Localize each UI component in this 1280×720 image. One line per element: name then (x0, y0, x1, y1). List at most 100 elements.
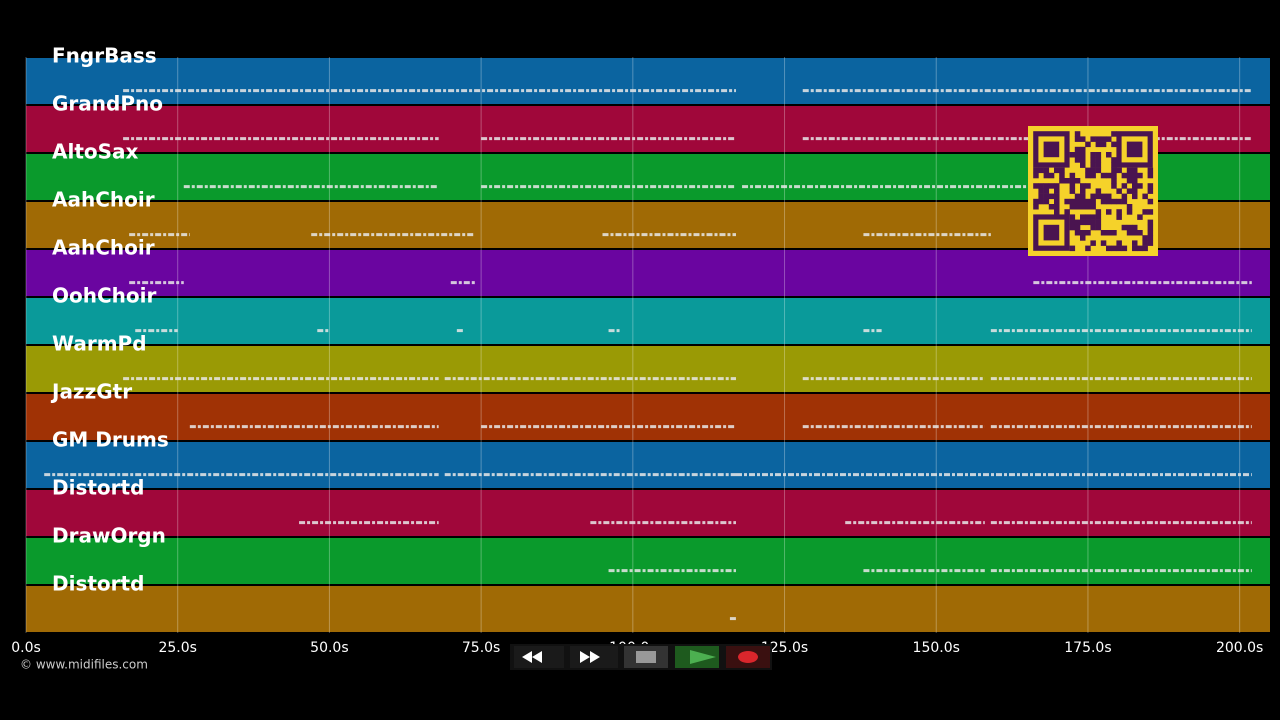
qr-cell (1095, 224, 1102, 231)
qr-cell (1147, 230, 1154, 236)
qr-cell (1074, 230, 1081, 236)
qr-cell (1106, 152, 1112, 158)
transport-controls (510, 644, 772, 670)
record-button[interactable] (726, 646, 770, 668)
track-name: Distortd (52, 572, 144, 596)
qr-cell (1132, 224, 1138, 231)
qr-cell (1033, 167, 1039, 174)
track-lane (26, 394, 1270, 440)
copyright: © www.midifiles.com (20, 658, 148, 672)
qr-cell (1132, 172, 1138, 179)
track-lane (26, 298, 1270, 344)
qr-cell (1100, 193, 1107, 200)
qr-cell (1054, 209, 1060, 215)
qr-cell (1116, 209, 1122, 215)
qr-cell (1080, 157, 1086, 163)
qr-cell (1147, 224, 1154, 231)
qr-cell (1116, 214, 1122, 220)
qr-cell (1069, 204, 1076, 210)
qr-cell (1059, 167, 1065, 174)
qr-cell (1111, 178, 1117, 184)
qr-cell (1121, 198, 1128, 205)
qr-cell (1043, 193, 1050, 200)
qr-cell (1080, 152, 1086, 158)
qr-cell (1126, 172, 1133, 179)
track-lane (26, 346, 1270, 392)
forward-button[interactable] (570, 646, 618, 668)
qr-cell (1090, 240, 1096, 246)
qr-cell (1147, 235, 1154, 241)
qr-cell (1059, 178, 1065, 184)
qr-cell (1090, 167, 1096, 174)
qr-cell (1106, 136, 1112, 142)
qr-cell (1054, 198, 1060, 205)
qr-cell (1043, 198, 1050, 205)
qr-cell (1106, 230, 1112, 236)
qr-cell (1147, 219, 1154, 226)
track-name: AltoSax (52, 140, 139, 164)
qr-cell (1074, 178, 1081, 184)
qr-cell (1074, 131, 1081, 137)
qr-cell (1074, 198, 1081, 205)
x-tick-label: 175.0s (1064, 640, 1111, 656)
qr-cell (1033, 183, 1039, 189)
qr-cell (1106, 209, 1112, 215)
qr-cell (1080, 188, 1086, 194)
stop-button[interactable] (624, 646, 668, 668)
qr-cell (1111, 167, 1117, 174)
qr-cell (1095, 193, 1102, 200)
qr-cell (1069, 178, 1076, 184)
qr-cell (1090, 172, 1096, 179)
qr-cell (1069, 224, 1076, 231)
qr-cell (1126, 178, 1133, 184)
qr-cell (1090, 162, 1096, 168)
qr-cell (1137, 230, 1143, 236)
qr-cell (1111, 172, 1117, 179)
qr-cell (1090, 157, 1096, 163)
qr-cell (1095, 157, 1102, 163)
qr-cell (1038, 198, 1044, 205)
qr-cell (1048, 193, 1055, 200)
track-name: GrandPno (52, 92, 163, 116)
qr-cell (1080, 136, 1086, 142)
x-tick-label: 50.0s (310, 640, 348, 656)
qr-cell (1126, 167, 1133, 174)
qr-cell (1043, 172, 1050, 179)
qr-cell (1085, 245, 1091, 252)
qr-cell (1137, 245, 1143, 252)
qr-cell (1033, 172, 1039, 179)
qr-cell (1048, 172, 1055, 179)
track-name: OohChoir (52, 284, 156, 308)
x-tick-label: 200.0s (1216, 640, 1263, 656)
qr-cell (1080, 204, 1086, 210)
qr-cell (1095, 214, 1102, 220)
qr-cell (1116, 198, 1122, 205)
x-tick-label: 150.0s (913, 640, 960, 656)
track-name: GM Drums (52, 428, 169, 452)
qr-cell (1095, 162, 1102, 168)
qr-cell (1074, 224, 1081, 231)
qr-cell (1132, 240, 1138, 246)
qr-cell (1132, 178, 1138, 184)
qr-cell (1137, 183, 1143, 189)
qr-cell (1038, 183, 1044, 189)
qr-cell (1121, 224, 1128, 231)
qr-cell (1116, 188, 1122, 194)
qr-cell (1147, 198, 1154, 205)
qr-cell (1080, 162, 1086, 168)
qr-cell (1090, 136, 1096, 142)
rewind-button[interactable] (514, 646, 564, 668)
qr-cell (1033, 198, 1039, 205)
qr-cell (1100, 240, 1107, 246)
qr-cell (1085, 167, 1091, 174)
qr-cell (1054, 193, 1060, 200)
qr-cell (1095, 209, 1102, 215)
qr-cell (1085, 198, 1091, 205)
qr-cell (1116, 240, 1122, 246)
qr-cell (1142, 235, 1148, 241)
qr-cell (1080, 183, 1086, 189)
x-tick-label: 0.0s (11, 640, 41, 656)
qr-cell (1142, 209, 1148, 215)
qr-cell (1137, 214, 1143, 220)
play-button[interactable] (675, 646, 719, 668)
